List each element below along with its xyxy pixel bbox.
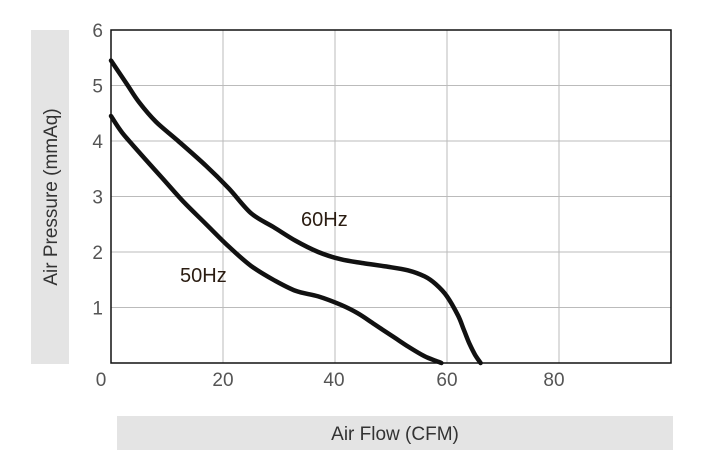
curves <box>108 58 483 366</box>
y-tick-label: 5 <box>92 77 103 98</box>
y-tick-label: 3 <box>92 188 103 209</box>
grid <box>111 30 671 363</box>
series-line-60Hz <box>108 58 483 366</box>
y-axis-title: Air Pressure (mmAq) <box>41 108 62 285</box>
x-tick-label: 80 <box>543 370 564 391</box>
x-tick-label: 60 <box>436 370 457 391</box>
x-tick-label: 40 <box>323 370 344 391</box>
x-tick-label: 0 <box>96 370 107 391</box>
series-label-50Hz: 50Hz <box>180 265 227 287</box>
plot-frame <box>110 29 672 364</box>
y-tick-label: 1 <box>92 299 103 320</box>
curve-labels: 60Hz 50Hz <box>180 209 348 287</box>
x-axis-title-band <box>117 416 673 450</box>
x-axis-title: Air Flow (CFM) <box>331 424 459 445</box>
series-label-60Hz: 60Hz <box>301 209 348 231</box>
series-line-50Hz <box>108 113 444 366</box>
x-tick-label: 20 <box>212 370 233 391</box>
y-tick-label: 2 <box>92 243 103 264</box>
y-axis-title-band <box>31 30 69 364</box>
y-tick-label: 4 <box>92 132 103 153</box>
y-tick-label: 6 <box>92 21 103 42</box>
